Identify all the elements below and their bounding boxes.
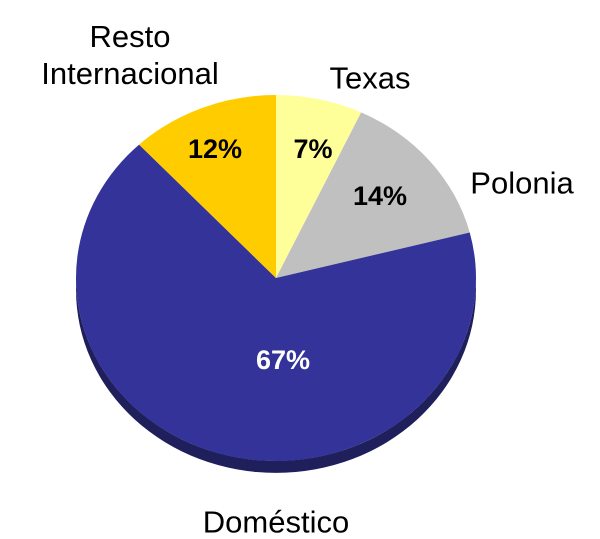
pie-slice <box>76 144 477 461</box>
pie-slice <box>276 112 470 278</box>
category-label: Resto Internacional <box>41 19 219 91</box>
pie-slice <box>276 95 362 278</box>
pie-slice <box>139 95 276 278</box>
value-label: 7% <box>293 134 332 164</box>
value-label: 14% <box>353 181 407 211</box>
category-label: Texas <box>329 60 411 96</box>
value-label: 67% <box>256 345 310 375</box>
value-label: 12% <box>188 134 242 164</box>
category-label: Doméstico <box>202 504 350 539</box>
category-label: Polonia <box>470 165 574 201</box>
